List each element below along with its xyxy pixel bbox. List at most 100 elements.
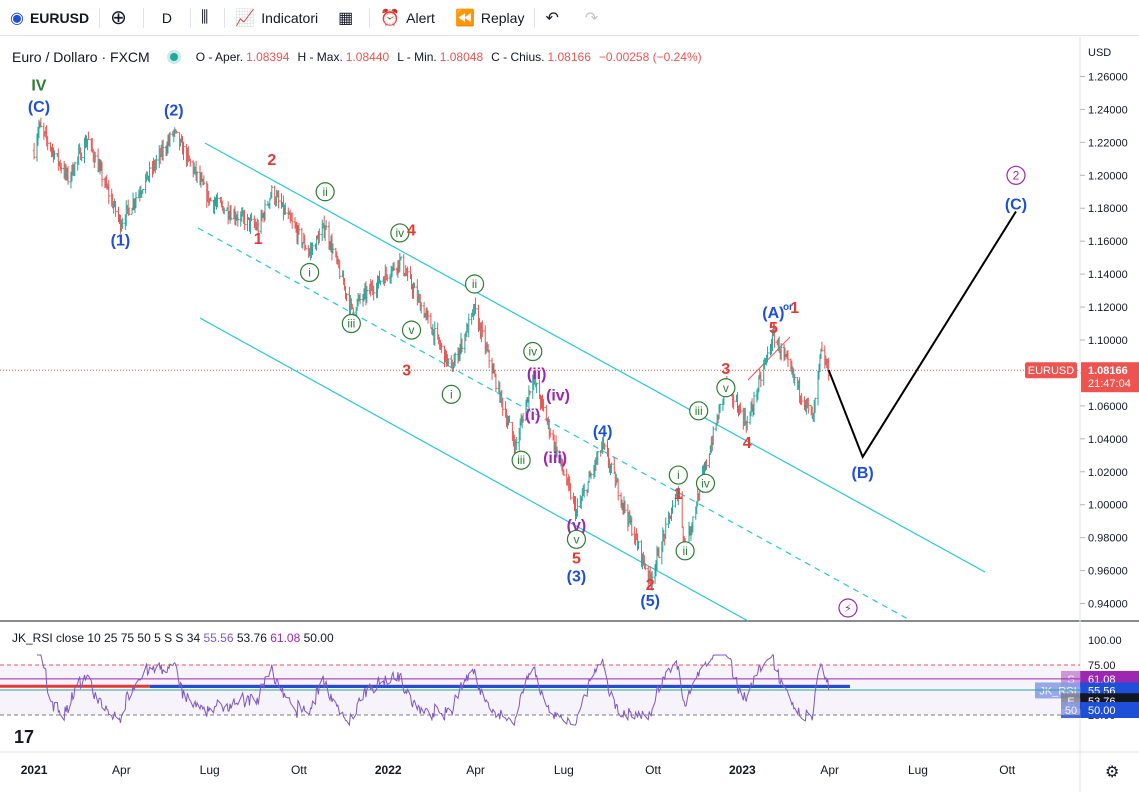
price-bars xyxy=(32,117,830,591)
tradingview-logo-icon: 17 xyxy=(14,727,34,747)
price-tick-label: 1.24000 xyxy=(1088,104,1128,116)
rsi-pane xyxy=(0,654,1080,727)
wave-connector xyxy=(747,336,791,381)
wave-label: (B) xyxy=(852,465,874,482)
high-value: 1.08440 xyxy=(345,50,390,64)
price-tick-label: 1.20000 xyxy=(1088,170,1128,182)
wave-label: (v) xyxy=(567,517,587,534)
wave-label: 5 xyxy=(572,550,581,567)
wave-label: 3 xyxy=(721,361,730,378)
wave-label-circle xyxy=(300,262,320,283)
wave-label-circle xyxy=(716,378,736,398)
wave-label: (ii) xyxy=(527,366,547,383)
price-tick-label: 1.12000 xyxy=(1088,302,1128,314)
rewind-icon: ⏪ xyxy=(454,9,475,27)
last-price-symbol: EURUSD xyxy=(1028,365,1075,377)
wave-label: (iv) xyxy=(546,387,570,404)
rsi-tick-label: 100.00 xyxy=(1088,635,1122,647)
time-tick-label: Lug xyxy=(200,763,220,777)
rsi-legend: JK_RSI close 10 25 75 50 5 S S 34 55.56 … xyxy=(12,631,334,645)
lightning-icon-glyph: ⚡ xyxy=(844,602,852,615)
chart-type-button[interactable]: ⫼ xyxy=(191,0,224,36)
price-tick-label: 0.94000 xyxy=(1088,599,1128,611)
templates-button[interactable]: ▦ xyxy=(328,0,369,36)
rsi-indicator-name: JK_RSI close 10 25 75 50 5 S S 34 xyxy=(12,631,201,645)
instrument-title: Euro / Dollaro · FXCM xyxy=(12,49,150,65)
time-tick-label: Apr xyxy=(466,763,485,777)
wave-label-circle xyxy=(390,223,410,243)
interval-label: D xyxy=(161,9,172,26)
price-tick-label: 1.16000 xyxy=(1088,236,1128,248)
time-tick-label: Lug xyxy=(908,763,928,777)
wave-label: 2 xyxy=(267,152,276,169)
wave-label: i xyxy=(450,387,453,401)
replay-label: Replay xyxy=(480,9,525,26)
grid-icon: ▦ xyxy=(338,9,354,27)
wave-label-circle xyxy=(315,182,335,202)
wave-label: (2) xyxy=(164,102,184,119)
trend-channel xyxy=(197,142,986,622)
wave-label: IV xyxy=(31,78,46,95)
wave-label: v xyxy=(409,323,415,337)
time-axis[interactable]: 2021 Apr Lug Ott 2022 Apr Lug Ott 2023 Apr Lug Ott 1… xyxy=(0,727,1139,781)
wave-label-circle xyxy=(401,320,422,340)
rsi-value-4: 50.00 xyxy=(303,631,334,645)
low-value: 1.08048 xyxy=(439,50,484,64)
price-tick-label: 1.22000 xyxy=(1088,137,1128,149)
channel-lower-line xyxy=(199,317,749,622)
time-tick-label: Ott xyxy=(645,763,662,777)
wave-label-circle xyxy=(675,541,695,561)
open-value: 1.08394 xyxy=(246,50,290,64)
settings-gear-icon[interactable]: ⚙ xyxy=(1105,762,1119,781)
alert-button[interactable]: ⏰ Alert xyxy=(370,0,445,36)
price-tick-label: 1.06000 xyxy=(1088,401,1128,413)
wave-label: (i) xyxy=(525,407,540,424)
wave-label: (C) xyxy=(1005,196,1027,213)
wave-label-circle xyxy=(668,465,688,485)
wave-label: 2 xyxy=(646,577,655,594)
redo-icon: ↷ xyxy=(584,9,599,27)
time-tick-label: Apr xyxy=(820,763,839,777)
wave-label: (5) xyxy=(640,593,660,610)
wave-label: 3 xyxy=(402,363,411,380)
indicators-button[interactable]: 📈 Indicatori xyxy=(225,0,328,36)
rsi-value-1: 55.56 xyxy=(203,631,234,645)
wave-label-circle xyxy=(523,341,543,362)
price-tick-label: 1.02000 xyxy=(1088,467,1128,479)
wave-label: (1) xyxy=(111,233,131,250)
symbol-label: EURUSD xyxy=(29,9,90,26)
wave-label: i xyxy=(677,468,680,482)
time-tick-label: 2022 xyxy=(375,763,402,777)
close-value: 1.08166 xyxy=(547,50,591,64)
redo-button[interactable]: ↷ xyxy=(575,0,614,36)
wave-label: iv xyxy=(396,226,405,240)
alarm-clock-icon: ⏰ xyxy=(380,9,401,27)
price-tick-label: 1.14000 xyxy=(1088,269,1128,281)
undo-button[interactable]: ↶ xyxy=(535,0,574,36)
wave-label-circle xyxy=(464,274,485,294)
interval-button[interactable]: D xyxy=(144,0,190,36)
wave-label: (C) xyxy=(28,99,50,116)
symbol-search[interactable]: ◉ EURUSD xyxy=(0,0,99,36)
wave-label: ii xyxy=(322,185,327,199)
change-value: −0.00258 (−0.24%) xyxy=(598,50,702,64)
last-price-symbol-badge xyxy=(1025,362,1077,379)
price-legend: Euro / Dollaro · FXCM O - Aper. 1.08394 … xyxy=(12,49,710,65)
wave-label: 4 xyxy=(407,223,416,240)
wave-label: (3) xyxy=(567,569,587,586)
low-key: L - Min. xyxy=(397,50,437,64)
currency-selector[interactable]: USD xyxy=(1088,47,1112,59)
channel-mid-line xyxy=(197,227,909,620)
compare-button[interactable]: ⊕ xyxy=(100,0,143,36)
replay-button[interactable]: ⏪ Replay xyxy=(445,0,535,36)
wave-label: 5 xyxy=(769,320,778,337)
forecast-path xyxy=(827,210,1017,460)
last-price-badge xyxy=(1081,362,1139,393)
close-key: C - Chius. xyxy=(491,50,545,64)
wave-label: v xyxy=(573,532,579,546)
price-tick-label: 1.04000 xyxy=(1088,434,1128,446)
price-tick-label: 1.10000 xyxy=(1088,335,1128,347)
toolbar-divider xyxy=(142,7,144,28)
open-key: O - Aper. xyxy=(195,50,244,64)
